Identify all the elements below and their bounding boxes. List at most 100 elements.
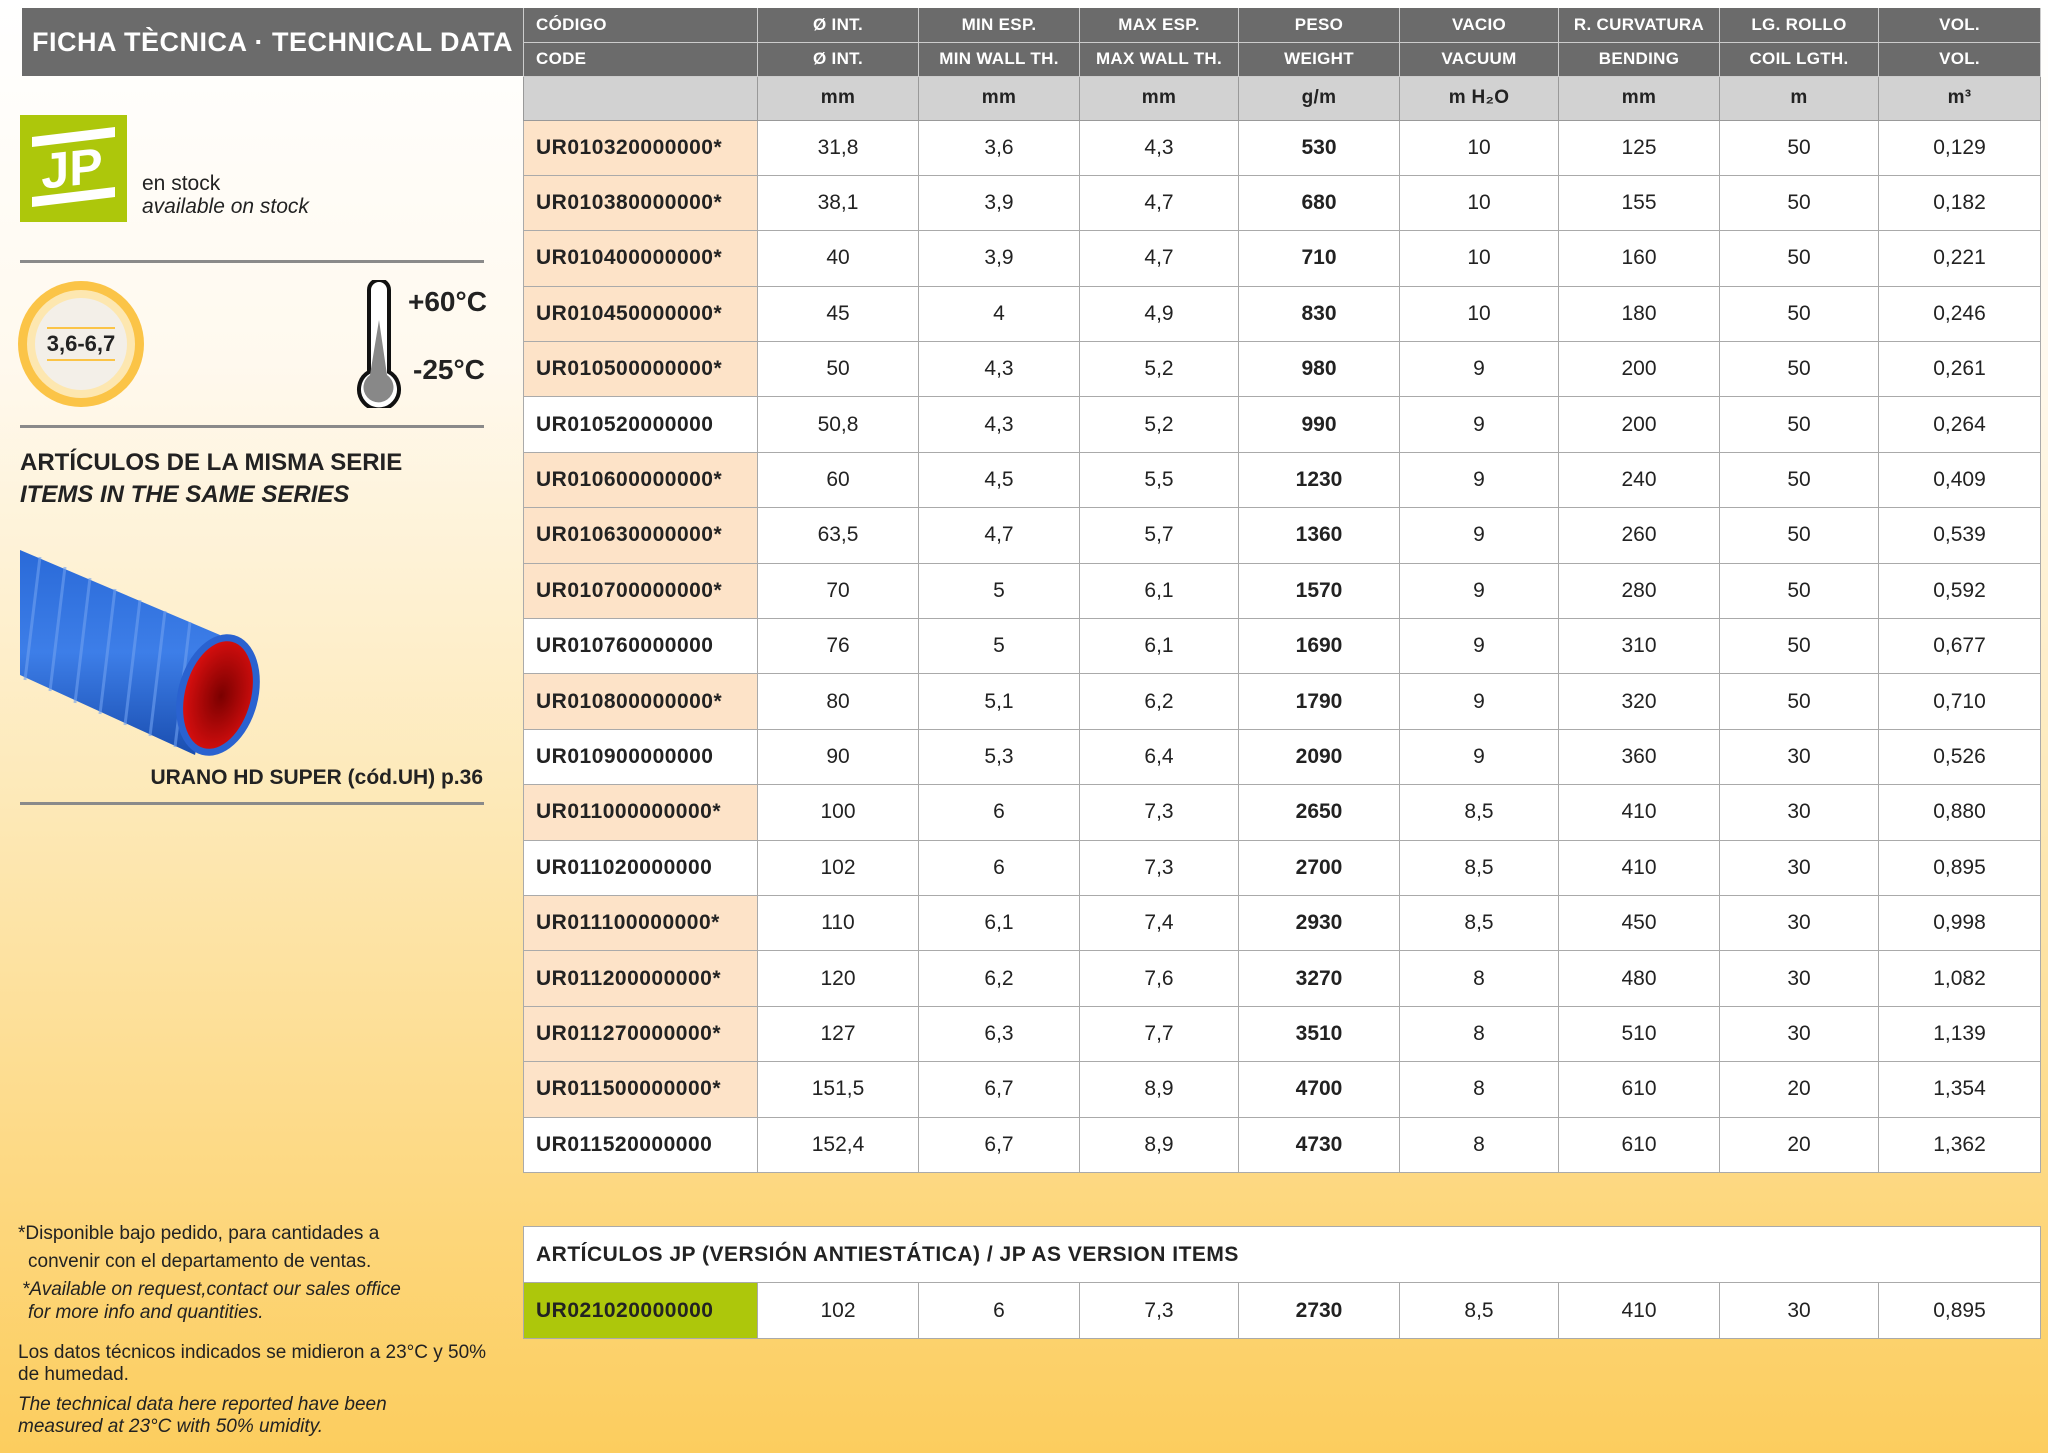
cell-code: UR011200000000*	[523, 950, 758, 1007]
cell-code: UR011270000000*	[523, 1005, 758, 1063]
cell-coil-length: 50	[1719, 451, 1879, 509]
cell-max-wall: 5,2	[1079, 396, 1239, 453]
cell-bending-radius: 360	[1558, 728, 1720, 786]
cell-inner-diameter: 90	[757, 728, 919, 786]
cell-vacuum: 10	[1399, 174, 1559, 232]
cell-max-wall: 6,1	[1079, 618, 1239, 675]
wall-thickness-badge: 3,6-6,7	[18, 281, 144, 407]
cell-inner-diameter: 120	[757, 950, 919, 1007]
cell-min-wall: 5,1	[918, 673, 1080, 730]
cell-code: UR010520000000	[523, 396, 758, 453]
cell-weight: 1570	[1238, 562, 1400, 620]
cell-volume: 0,895	[1878, 1282, 2041, 1339]
cell-code: UR010500000000*	[523, 341, 758, 398]
cell-min-wall: 6,2	[918, 950, 1080, 1007]
header-min-wall: MIN ESP.	[918, 8, 1080, 43]
header-coil-length: m	[1719, 75, 1879, 121]
cell-coil-length: 50	[1719, 507, 1879, 564]
cell-inner-diameter: 102	[757, 1282, 919, 1339]
cell-inner-diameter: 60	[757, 451, 919, 509]
table-row: UR010800000000* 80 5,1 6,2 1790 9 320 50 0,710	[523, 673, 2041, 730]
cell-min-wall: 6	[918, 784, 1080, 841]
cell-bending-radius: 510	[1558, 1005, 1720, 1063]
header-row: CÓDIGO Ø INT. MIN ESP. MAX ESP. PESO VACIO R. …	[523, 8, 2041, 43]
cell-code: UR010760000000	[523, 618, 758, 675]
cell-min-wall: 4,3	[918, 396, 1080, 453]
cell-vacuum: 8,5	[1399, 784, 1559, 841]
cell-weight: 2090	[1238, 728, 1400, 786]
cell-bending-radius: 320	[1558, 673, 1720, 730]
cell-vacuum: 10	[1399, 230, 1559, 287]
footnote-conditions-en: The technical data here reported have be…	[18, 1394, 387, 1437]
cell-max-wall: 5,2	[1079, 341, 1239, 398]
cell-min-wall: 5	[918, 618, 1080, 675]
cell-code: UR011500000000*	[523, 1061, 758, 1118]
table-row: UR010500000000* 50 4,3 5,2 980 9 200 50 0,261	[523, 341, 2041, 398]
header-weight: WEIGHT	[1238, 42, 1400, 77]
cell-volume: 0,409	[1878, 451, 2041, 509]
cell-max-wall: 8,9	[1079, 1061, 1239, 1118]
series-heading-en: ITEMS IN THE SAME SERIES	[20, 481, 350, 508]
cell-inner-diameter: 31,8	[757, 119, 919, 176]
cell-min-wall: 3,9	[918, 174, 1080, 232]
cell-bending-radius: 160	[1558, 230, 1720, 287]
series-item-caption[interactable]: URANO HD SUPER (cód.UH) p.36	[150, 766, 483, 789]
thickness-range: 3,6-6,7	[46, 327, 116, 361]
table-row: UR010900000000 90 5,3 6,4 2090 9 360 30 0,526	[523, 728, 2041, 786]
table-row: UR011500000000* 151,5 6,7 8,9 4700 8 610 20 1,35…	[523, 1061, 2041, 1118]
cell-volume: 0,592	[1878, 562, 2041, 620]
cell-vacuum: 8,5	[1399, 894, 1559, 952]
cell-max-wall: 4,9	[1079, 285, 1239, 343]
cell-max-wall: 7,4	[1079, 894, 1239, 952]
cell-coil-length: 20	[1719, 1061, 1879, 1118]
cell-coil-length: 50	[1719, 285, 1879, 343]
table-row: UR011270000000* 127 6,3 7,7 3510 8 510 30 1,139	[523, 1005, 2041, 1063]
jp-antistatic-table: ARTÍCULOS JP (VERSIÓN ANTIESTÁTICA) / JP…	[523, 1226, 2041, 1339]
cell-bending-radius: 200	[1558, 341, 1720, 398]
cell-bending-radius: 410	[1558, 839, 1720, 896]
cell-vacuum: 9	[1399, 507, 1559, 564]
cell-inner-diameter: 50	[757, 341, 919, 398]
cell-volume: 0,710	[1878, 673, 2041, 730]
cell-code: UR011100000000*	[523, 894, 758, 952]
cell-inner-diameter: 76	[757, 618, 919, 675]
stock-label-es: en stock	[142, 172, 221, 195]
cell-volume: 0,129	[1878, 119, 2041, 176]
footnote-conditions-es: Los datos técnicos indicados se midieron…	[18, 1342, 487, 1385]
cell-min-wall: 6,7	[918, 1116, 1080, 1173]
cell-inner-diameter: 80	[757, 673, 919, 730]
cell-volume: 0,539	[1878, 507, 2041, 564]
cell-min-wall: 4,5	[918, 451, 1080, 509]
header-min-wall: MIN WALL TH.	[918, 42, 1080, 77]
cell-weight: 2730	[1238, 1282, 1400, 1339]
cell-min-wall: 3,9	[918, 230, 1080, 287]
header-volume: VOL.	[1878, 8, 2041, 43]
table-row: UR010380000000* 38,1 3,9 4,7 680 10 155 50 0,182	[523, 174, 2041, 232]
header-coil-length: LG. ROLLO	[1719, 8, 1879, 43]
cell-bending-radius: 480	[1558, 950, 1720, 1007]
table-row: UR011520000000 152,4 6,7 8,9 4730 8 610 20 1,362	[523, 1116, 2041, 1173]
header-weight: g/m	[1238, 75, 1400, 121]
cell-max-wall: 6,4	[1079, 728, 1239, 786]
cell-coil-length: 30	[1719, 950, 1879, 1007]
header-inner-diameter: Ø INT.	[757, 42, 919, 77]
cell-volume: 1,082	[1878, 950, 2041, 1007]
cell-vacuum: 8,5	[1399, 1282, 1559, 1339]
header-volume: VOL.	[1878, 42, 2041, 77]
cell-volume: 0,246	[1878, 285, 2041, 343]
header-volume: m³	[1878, 75, 2041, 121]
cell-inner-diameter: 152,4	[757, 1116, 919, 1173]
cell-coil-length: 30	[1719, 784, 1879, 841]
cell-code: UR011520000000	[523, 1116, 758, 1173]
cell-weight: 2930	[1238, 894, 1400, 952]
cell-weight: 710	[1238, 230, 1400, 287]
cell-vacuum: 8	[1399, 950, 1559, 1007]
cell-vacuum: 9	[1399, 396, 1559, 453]
cell-vacuum: 10	[1399, 119, 1559, 176]
cell-vacuum: 8	[1399, 1061, 1559, 1118]
cell-max-wall: 7,3	[1079, 784, 1239, 841]
cell-max-wall: 4,7	[1079, 230, 1239, 287]
header-bending-radius: BENDING	[1558, 42, 1720, 77]
footnote-order-en-2: for more info and quantities.	[28, 1302, 264, 1323]
table-row: UR010600000000* 60 4,5 5,5 1230 9 240 50 0,409	[523, 451, 2041, 509]
